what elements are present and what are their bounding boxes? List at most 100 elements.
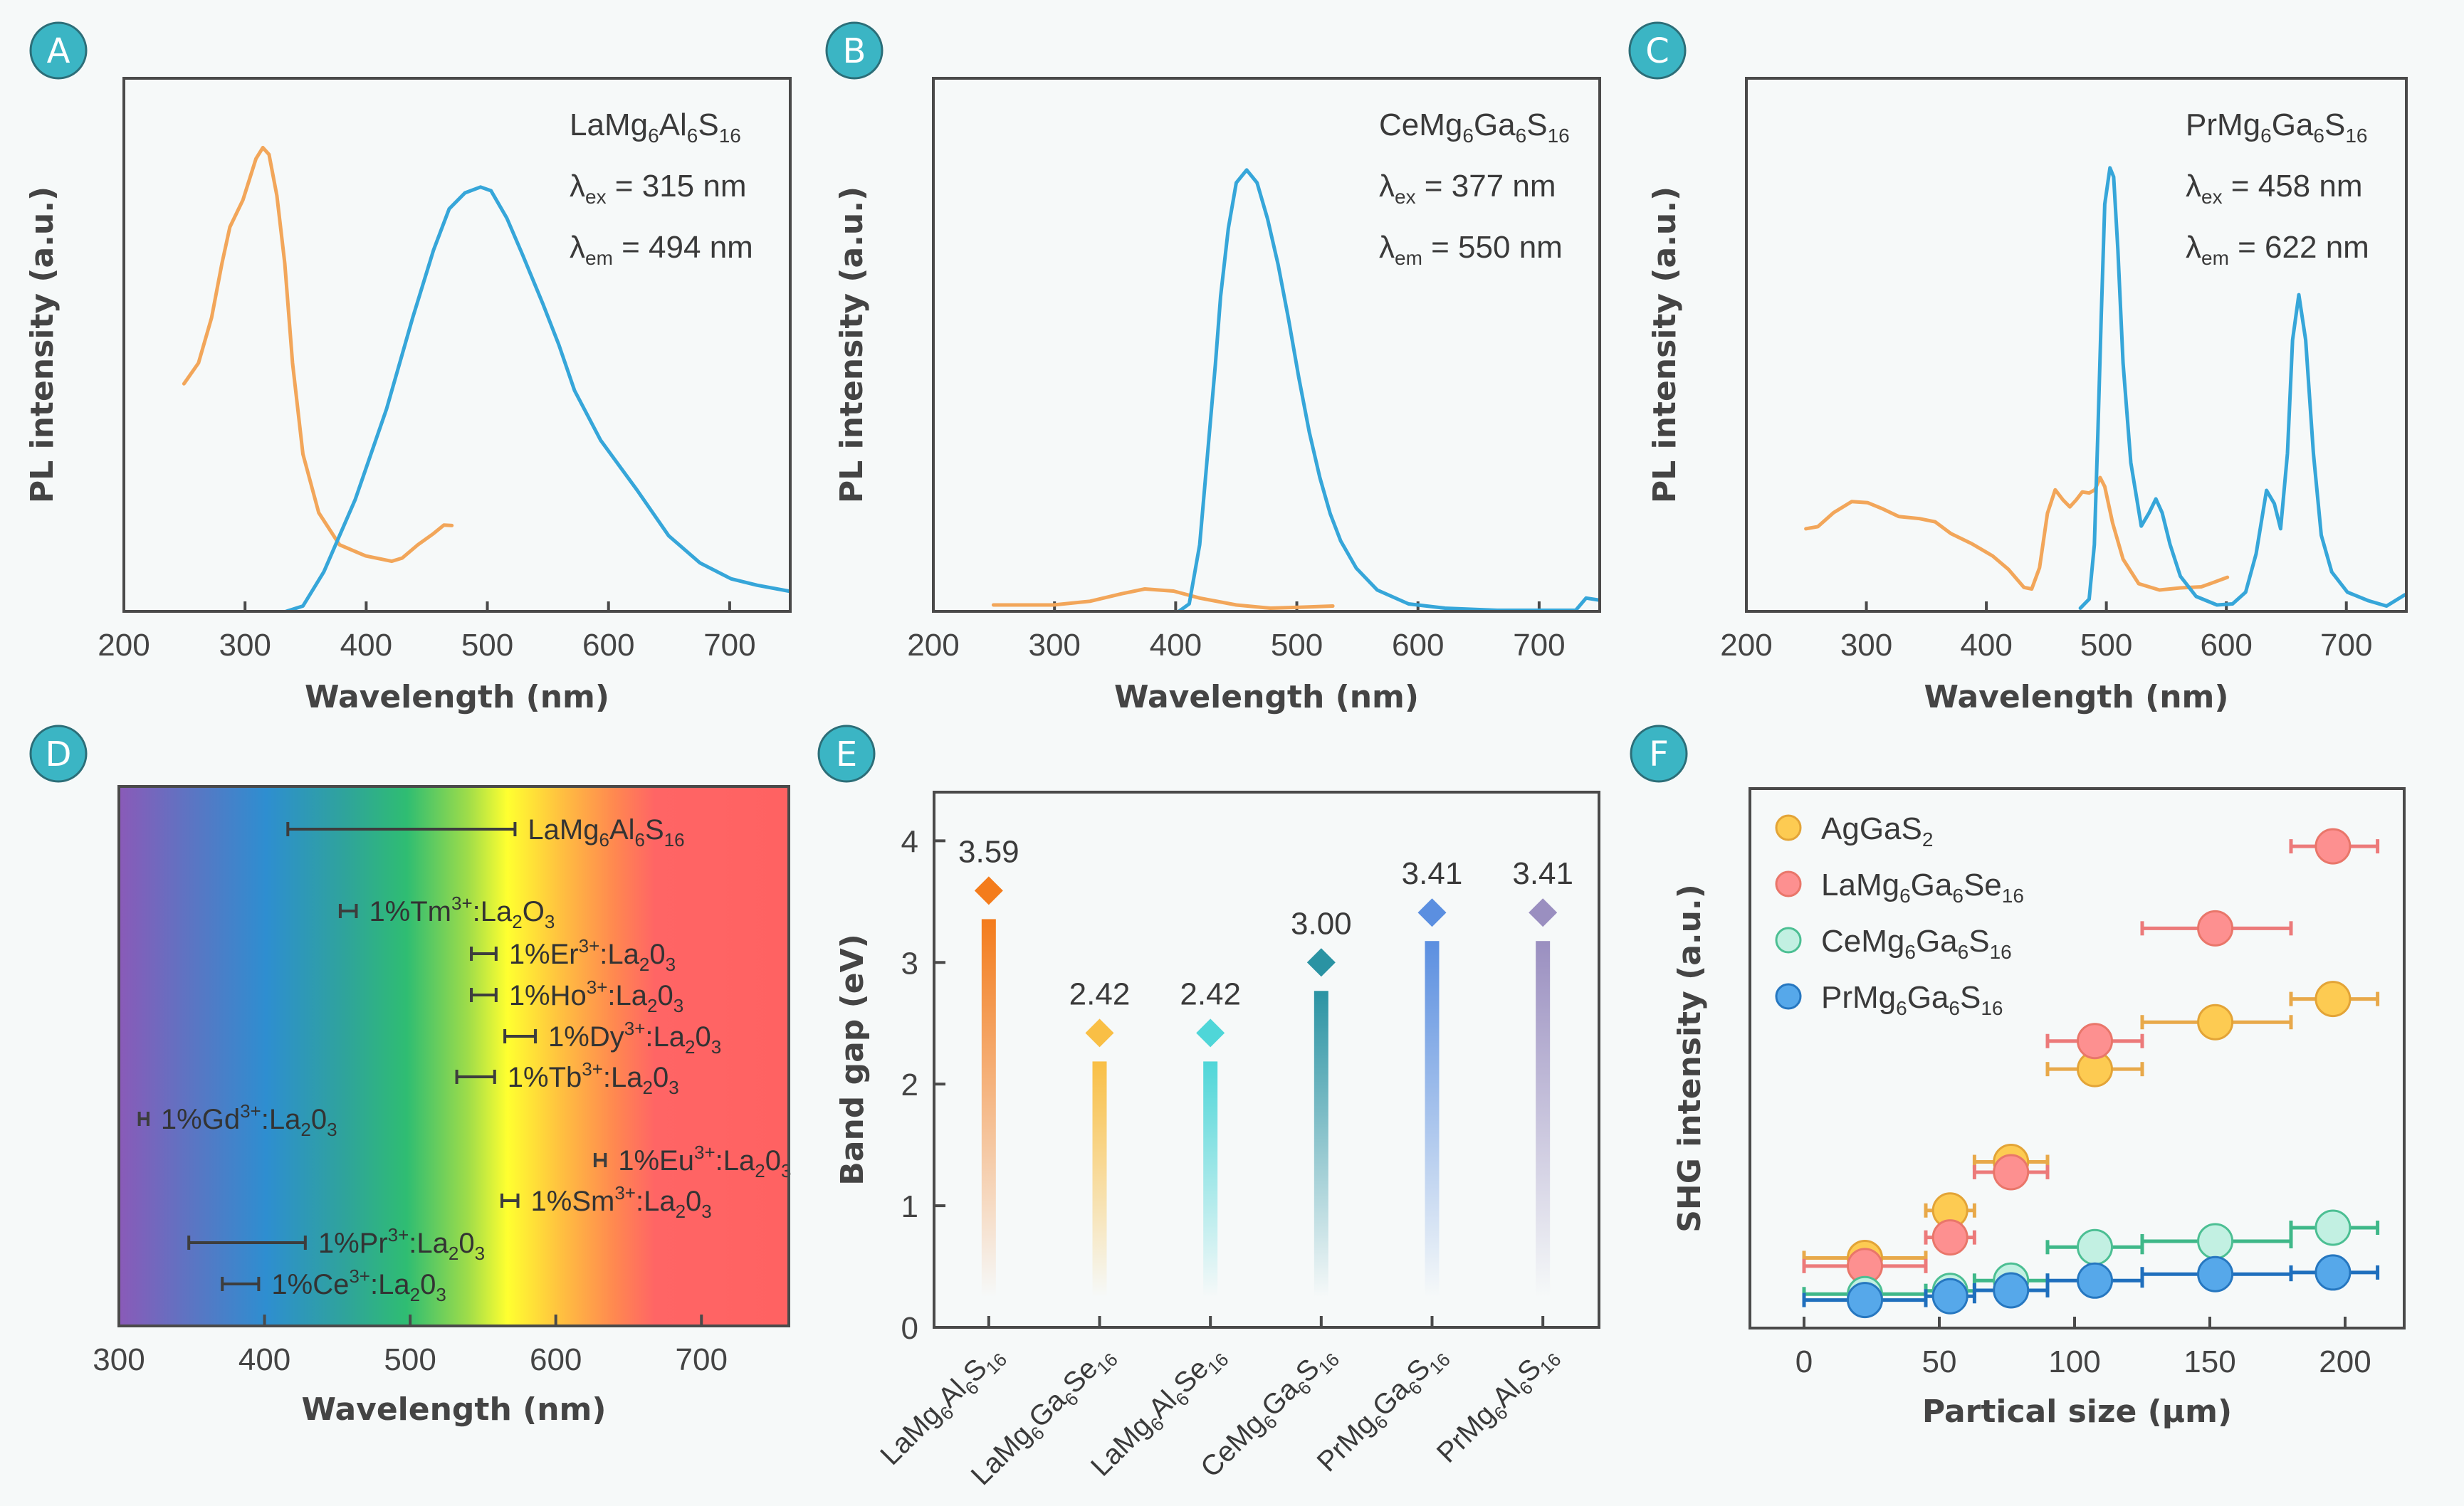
text-part: 2 xyxy=(512,911,522,932)
bar xyxy=(981,919,996,1297)
range-item: 1%Tb3+:La203 xyxy=(455,1058,679,1098)
text-part: 3+ xyxy=(587,976,608,998)
panel-badge-circle xyxy=(1628,21,1687,80)
x-axis-label: Wavelength (nm) xyxy=(305,679,609,715)
text-part: λ xyxy=(1379,230,1395,265)
x-tick-label: 600 xyxy=(530,1342,582,1377)
panel-letter: A xyxy=(47,31,70,71)
text-part: 3 xyxy=(673,995,683,1016)
text-part: 3+ xyxy=(451,892,473,914)
text-part: :La xyxy=(409,1228,449,1259)
text-part: 6 xyxy=(1904,941,1916,963)
x-tick-label: 300 xyxy=(1840,628,1892,663)
text-part: 16 xyxy=(719,125,741,147)
x-tick-label: 500 xyxy=(461,628,513,663)
text-part: = 377 nm xyxy=(1416,169,1556,204)
text-part: 3 xyxy=(666,954,676,975)
data-point xyxy=(2314,828,2352,865)
text-part: CeMg xyxy=(1821,924,1904,959)
range-item: LaMg6Al6S16 xyxy=(286,814,685,851)
x-tick-label: 400 xyxy=(1150,628,1202,663)
text-part: ex xyxy=(1395,186,1416,208)
text-part: = 550 nm xyxy=(1422,230,1563,265)
x-tick-label: 100 xyxy=(2048,1344,2100,1379)
data-point xyxy=(2197,1255,2234,1292)
text-part: Al xyxy=(609,814,635,846)
text-part: Ga xyxy=(1911,868,1953,902)
text-part: 2 xyxy=(685,1036,695,1058)
text-part: :La xyxy=(370,1269,410,1300)
text-part: 3+ xyxy=(579,935,600,957)
text-part: LaMg xyxy=(570,107,648,142)
chart-panel-f: 0 50 100 150 200 Partical size (μm) SHG intens… xyxy=(1672,787,2406,1430)
legend-label: AgGaS2 xyxy=(1821,811,1933,851)
panel-label-e: E xyxy=(817,725,876,783)
text-part: :La xyxy=(603,1062,643,1093)
lambda-em-label: λem = 494 nm xyxy=(570,230,753,269)
text-part: 0 xyxy=(653,1062,669,1093)
text-part: Ga xyxy=(1916,924,1958,959)
text-part: 0 xyxy=(686,1186,701,1217)
plot-frame xyxy=(933,791,1600,1329)
text-part: 2 xyxy=(639,954,649,975)
text-part: 3 xyxy=(545,911,555,932)
text-part: em xyxy=(1395,247,1422,269)
plot-frame xyxy=(117,785,790,1327)
y-tick-label: 3 xyxy=(901,946,918,981)
diamond-marker xyxy=(1306,948,1336,977)
text-part: Ga xyxy=(1474,107,1516,142)
y-tick-label: 1 xyxy=(901,1189,918,1224)
data-point xyxy=(1847,1282,1883,1319)
range-label: 1%Gd3+:La203 xyxy=(161,1100,337,1140)
range-item: 1%Sm3+:La203 xyxy=(500,1182,712,1222)
text-part: 6 xyxy=(1949,997,1960,1019)
range-label: 1%Dy3+:La203 xyxy=(548,1018,721,1058)
bar xyxy=(1536,941,1551,1297)
bar xyxy=(1314,991,1328,1297)
text-part: λ xyxy=(570,169,585,204)
text-part: :La xyxy=(261,1104,301,1135)
series-3 xyxy=(1802,1254,2380,1319)
bar xyxy=(1203,1061,1218,1297)
text-part: 3 xyxy=(711,1036,721,1058)
data-point xyxy=(2314,1254,2352,1291)
x-axis-label: Wavelength (nm) xyxy=(1114,679,1419,715)
panel-letter: B xyxy=(843,31,866,71)
text-part: LaMg xyxy=(1821,868,1899,902)
panel-badge-circle xyxy=(1630,725,1688,783)
text-part: Ga xyxy=(2272,107,2314,142)
chart-panel-a: 200 300 400 500 600 700 Wavelength (nm) PL inte… xyxy=(24,77,792,715)
panel-badge-circle xyxy=(825,21,884,80)
range-item: 1%Ce3+:La203 xyxy=(221,1265,446,1305)
text-part: ex xyxy=(585,186,607,208)
range-label: 1%Pr3+:La203 xyxy=(318,1224,485,1264)
chart-panel-c: 200 300 400 500 600 700 Wavelength (nm) PL inte… xyxy=(1647,77,2408,715)
text-part: 3 xyxy=(475,1243,485,1264)
text-part: 2 xyxy=(647,995,657,1016)
text-part: 6 xyxy=(1952,885,1964,907)
text-part: LaMg xyxy=(528,814,599,846)
y-axis-label: Band gap (eV) xyxy=(834,934,871,1185)
text-part: 6 xyxy=(599,829,609,851)
legend-marker xyxy=(1775,870,1802,897)
text-part: :La xyxy=(645,1021,685,1053)
text-part: :La xyxy=(715,1145,755,1176)
lambda-ex-label: λex = 315 nm xyxy=(570,169,746,208)
compound-label: PrMg6Ga6S16 xyxy=(2186,107,2368,147)
value-label: 2.42 xyxy=(1069,976,1131,1011)
text-part: 16 xyxy=(1990,941,2012,963)
text-part: λ xyxy=(1379,169,1395,204)
panel-badge-circle xyxy=(29,21,88,80)
data-point xyxy=(1931,1219,1968,1256)
y-tick-label: 0 xyxy=(901,1311,918,1346)
y-axis-label: SHG intensity (a.u.) xyxy=(1672,884,1708,1233)
text-part: 1%Dy xyxy=(548,1021,624,1053)
text-part: λ xyxy=(2186,230,2201,265)
text-part: 2 xyxy=(643,1077,653,1098)
text-part: 3+ xyxy=(349,1265,370,1287)
text-part: 2 xyxy=(1922,828,1934,851)
text-part: 0 xyxy=(458,1228,474,1259)
x-tick-label: 300 xyxy=(93,1342,145,1377)
